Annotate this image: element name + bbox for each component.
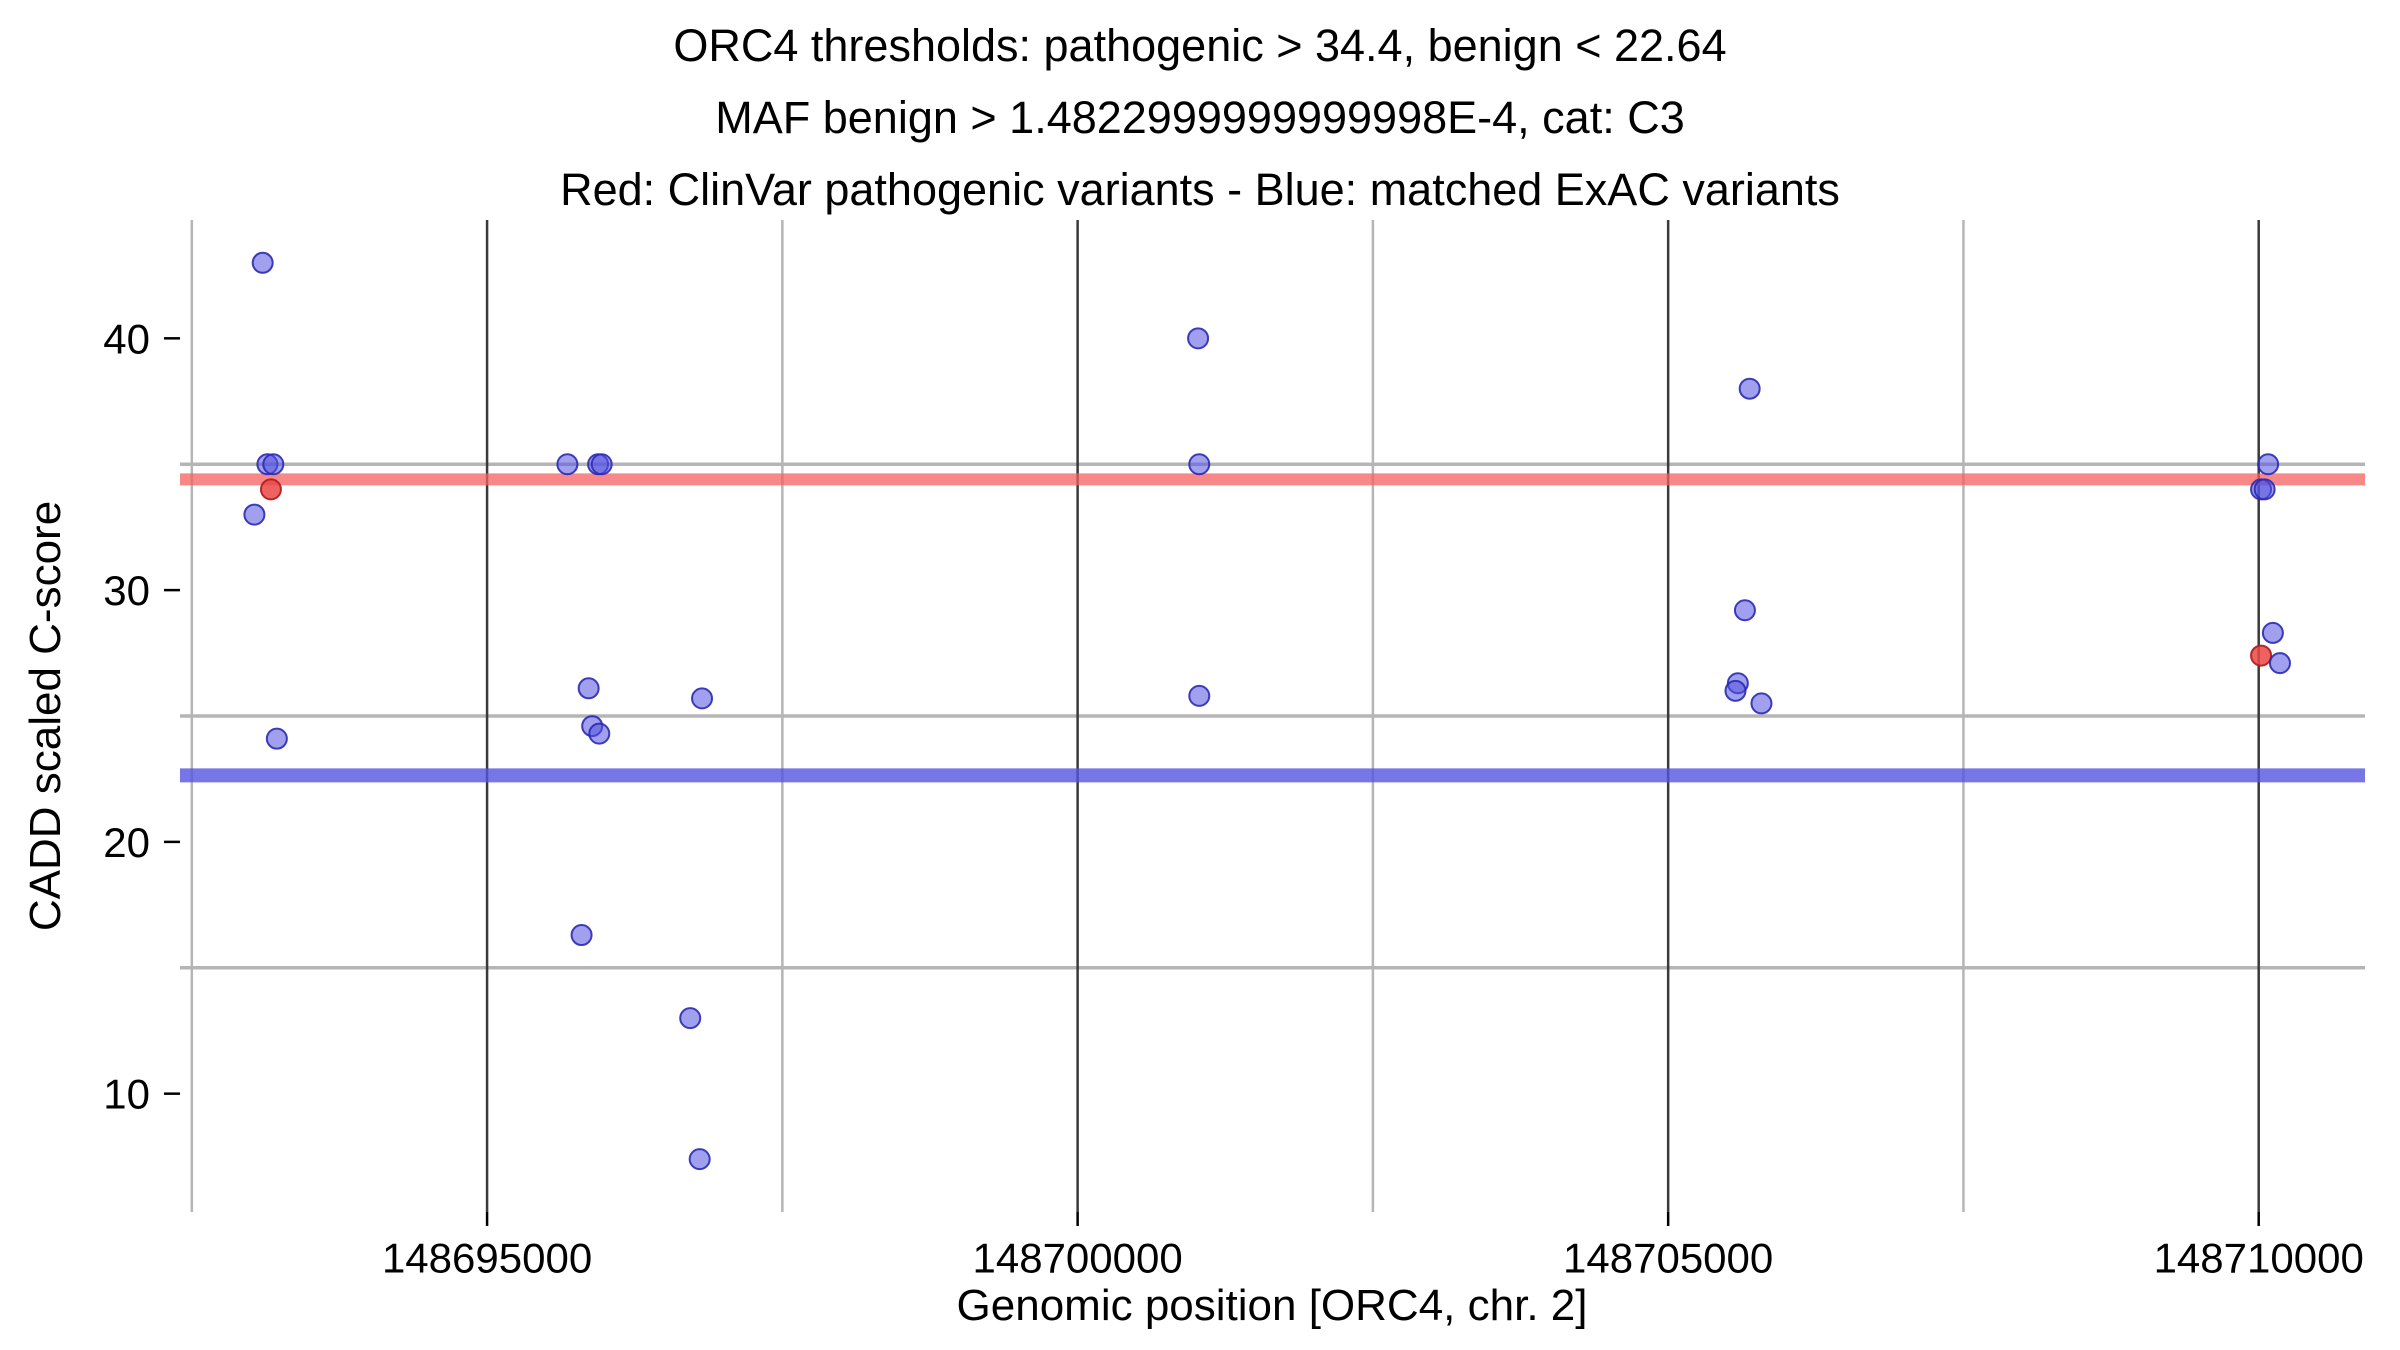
chart-title-line-3: Red: ClinVar pathogenic variants - Blue:… bbox=[560, 164, 1840, 215]
exac-variant-point bbox=[1187, 327, 1210, 350]
exac-variant-point bbox=[577, 677, 600, 700]
exac-variant-point bbox=[1188, 453, 1211, 476]
exac-variant-point bbox=[2257, 453, 2280, 476]
x-tick-label: 148700000 bbox=[973, 1234, 1183, 1281]
y-axis-title: CADD scaled C-score bbox=[21, 500, 70, 932]
chart-title: ORC4 thresholds: pathogenic > 34.4, beni… bbox=[0, 10, 2400, 226]
x-tick-label: 148710000 bbox=[2154, 1234, 2364, 1281]
exac-variant-point bbox=[2253, 478, 2276, 501]
y-tick-label: 10 bbox=[103, 1071, 150, 1118]
exac-variant-point bbox=[262, 453, 285, 476]
y-tick-label: 40 bbox=[103, 315, 150, 362]
exac-variant-point bbox=[1733, 599, 1756, 622]
exac-variant-point bbox=[1724, 679, 1747, 702]
exac-variant-point bbox=[251, 251, 274, 274]
exac-variant-point bbox=[1188, 684, 1211, 707]
exac-variant-point bbox=[588, 722, 611, 745]
exac-variant-point bbox=[679, 1007, 702, 1030]
exac-variant-point bbox=[590, 453, 613, 476]
clinvar-pathogenic-point bbox=[2250, 644, 2273, 667]
exac-variant-point bbox=[1738, 377, 1761, 400]
clinvar-pathogenic-point bbox=[259, 478, 282, 501]
exac-variant-point bbox=[570, 924, 593, 947]
x-tick-label: 148695000 bbox=[382, 1234, 592, 1281]
exac-variant-point bbox=[2268, 652, 2291, 675]
x-tick-label: 148705000 bbox=[1563, 1234, 1773, 1281]
exac-variant-point bbox=[2261, 621, 2284, 644]
y-tick-label: 20 bbox=[103, 819, 150, 866]
x-axis-title: Genomic position [ORC4, chr. 2] bbox=[956, 1281, 1588, 1330]
exac-variant-point bbox=[243, 503, 266, 526]
exac-variant-point bbox=[688, 1148, 711, 1171]
chart-title-line-1: ORC4 thresholds: pathogenic > 34.4, beni… bbox=[673, 20, 1727, 71]
exac-variant-point bbox=[1750, 692, 1773, 715]
chart-title-line-2: MAF benign > 1.4822999999999998E-4, cat:… bbox=[715, 92, 1685, 143]
exac-variant-point bbox=[691, 687, 714, 710]
exac-variant-point bbox=[265, 727, 288, 750]
y-tick-label: 30 bbox=[103, 567, 150, 614]
exac-variant-point bbox=[556, 453, 579, 476]
